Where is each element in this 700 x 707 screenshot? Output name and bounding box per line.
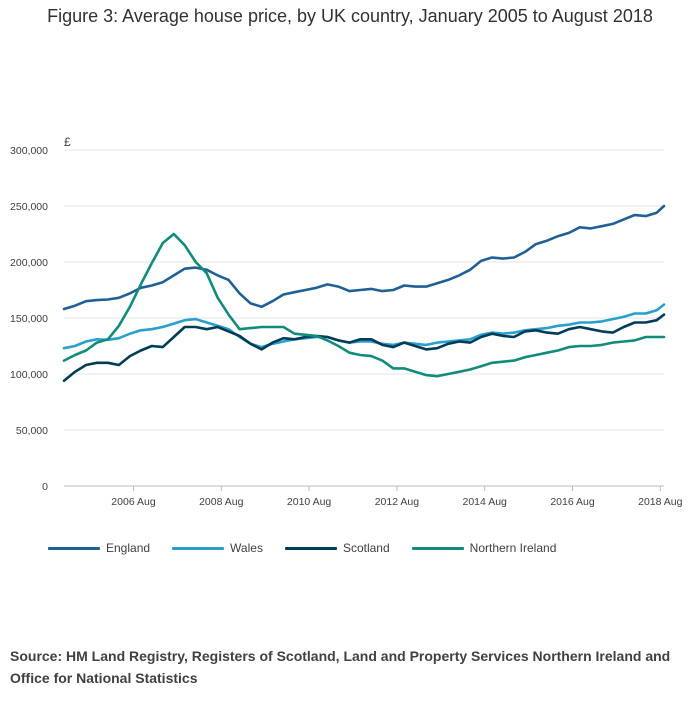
series-line-northern-ireland [62,232,666,378]
legend-item-wales: Wales [172,541,263,555]
legend-label: Northern Ireland [469,541,557,555]
legend-swatch [284,546,337,550]
series-line-england [62,204,666,311]
y-tick-label: 0 [42,481,48,493]
x-axis: 2006 Aug 2008 Aug 2010 Aug 2012 Aug 2014 Aug… [111,486,683,508]
y-tick-label: 200,000 [10,257,48,269]
y-axis-unit-label: £ [64,135,71,149]
legend-swatch [172,546,225,550]
series-line-scotland [62,313,666,382]
y-tick-label: 150,000 [10,313,48,325]
legend-item-northern-ireland: Northern Ireland [411,541,557,555]
y-tick-label: 50,000 [16,425,48,437]
legend-swatch [411,546,464,550]
x-tick-label: 2008 Aug [199,496,244,508]
source-note: Source: HM Land Registry, Registers of S… [10,648,671,686]
legend-label: Scotland [342,541,390,555]
line-chart: 0 50,000 100,000 150,000 200,000 250,000 300,0… [10,135,683,508]
y-tick-label: 100,000 [10,369,48,381]
legend-item-england: England [48,541,150,555]
legend: England Wales Scotland Northern Ireland [48,541,578,555]
y-axis: 0 50,000 100,000 150,000 200,000 250,000 300,0… [10,145,48,493]
x-tick-label: 2018 Aug [638,496,683,508]
legend-swatch [48,546,100,550]
gridlines [64,149,664,487]
x-tick-label: 2014 Aug [463,496,508,508]
chart-title: Figure 3: Average house price, by UK cou… [47,6,653,26]
x-tick-label: 2010 Aug [287,496,332,508]
x-tick-label: 2012 Aug [375,496,420,508]
series-line-wales [62,303,666,350]
legend-label: England [106,541,151,555]
x-tick-label: 2016 Aug [550,496,595,508]
x-tick-label: 2006 Aug [111,496,156,508]
series-lines [62,204,666,382]
legend-item-scotland: Scotland [284,541,390,555]
y-tick-label: 300,000 [10,145,48,157]
legend-label: Wales [230,541,263,555]
y-tick-label: 250,000 [10,201,48,213]
